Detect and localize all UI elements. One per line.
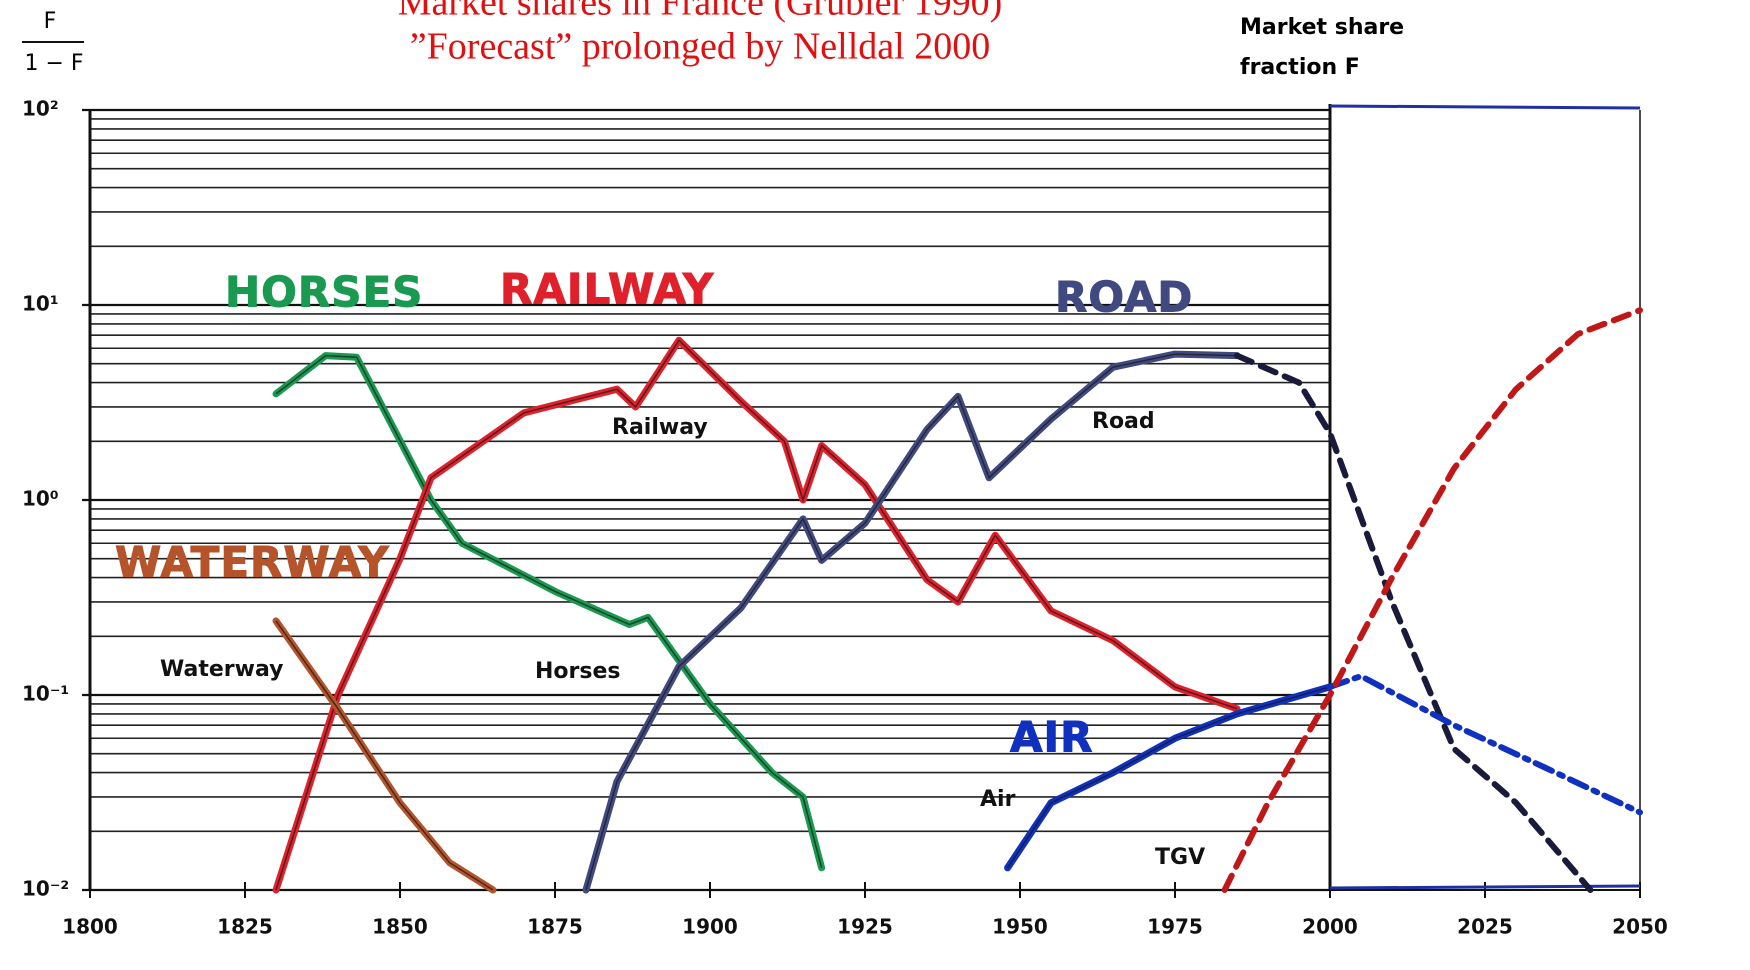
bottom-edge bbox=[1329, 884, 1641, 890]
chart-subtitle: ”Forecast” prolonged by Nelldal 2000 bbox=[410, 26, 990, 68]
top-edge bbox=[1329, 104, 1641, 110]
y-tick-label: 10⁰ bbox=[22, 487, 59, 511]
y-tick-label: 10⁻² bbox=[22, 877, 69, 901]
x-tick-label: 1825 bbox=[217, 915, 273, 939]
annotation: WATERWAY bbox=[115, 538, 390, 587]
y-tick-label: 10¹ bbox=[22, 292, 59, 316]
x-tick-label: 1950 bbox=[992, 915, 1048, 939]
x-tick-label: 2050 bbox=[1612, 915, 1668, 939]
lines bbox=[272, 307, 1643, 894]
series-core bbox=[275, 339, 1238, 891]
right-label: fraction F bbox=[1240, 55, 1360, 80]
series-line bbox=[272, 617, 497, 894]
y-tick-label: 10⁻¹ bbox=[22, 682, 69, 706]
series-line bbox=[1221, 307, 1643, 893]
y-tick-label: 10² bbox=[22, 97, 59, 121]
right-label: Market share bbox=[1240, 15, 1404, 40]
y-label-numerator: F bbox=[44, 9, 57, 34]
x-tick-label: 1900 bbox=[682, 915, 738, 939]
x-tick-label: 1975 bbox=[1147, 915, 1203, 939]
series-line bbox=[1327, 673, 1643, 816]
x-tick-label: 1925 bbox=[837, 915, 893, 939]
series-line bbox=[1234, 352, 1594, 893]
x-tick-label: 1850 bbox=[372, 915, 428, 939]
annotation: TGV bbox=[1155, 845, 1205, 870]
series-core bbox=[585, 353, 1238, 891]
chart-title: Market shares in France (Grubler 1990) bbox=[398, 0, 1003, 24]
annotation: Air bbox=[980, 787, 1016, 812]
annotation: RAILWAY bbox=[500, 265, 714, 314]
annotation: Horses bbox=[535, 659, 621, 684]
series-core bbox=[275, 354, 823, 868]
x-tick-label: 1875 bbox=[527, 915, 583, 939]
x-tick-label: 2025 bbox=[1457, 915, 1513, 939]
series-core bbox=[275, 620, 494, 891]
grid bbox=[82, 104, 1641, 898]
annotation: HORSES bbox=[225, 268, 423, 317]
y-label-denominator: 1 − F bbox=[24, 51, 83, 76]
series-core bbox=[1006, 686, 1331, 869]
labels: 10⁻² 10⁻¹ 10⁰ 10¹ 10² 1800 1825 1850 1875 1900 192… bbox=[22, 97, 1668, 939]
annotation: Road bbox=[1092, 409, 1155, 434]
annotation: ROAD bbox=[1055, 273, 1193, 322]
annotation: AIR bbox=[1010, 713, 1093, 762]
x-tick-label: 2000 bbox=[1302, 915, 1358, 939]
annotation: Waterway bbox=[160, 657, 283, 682]
annotation: Railway bbox=[612, 415, 708, 440]
x-tick-label: 1800 bbox=[62, 915, 118, 939]
